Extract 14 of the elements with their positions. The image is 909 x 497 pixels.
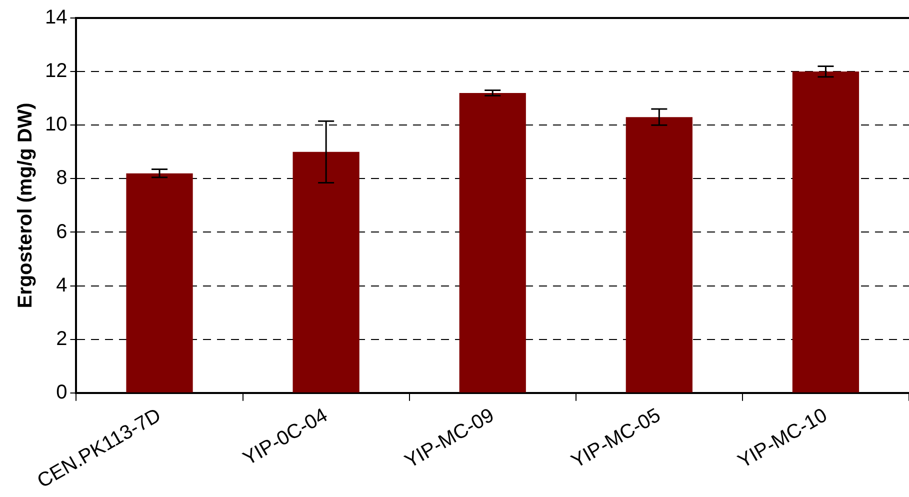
y-tick-label: 6 <box>56 220 68 243</box>
y-tick-label: 14 <box>44 6 68 29</box>
bar <box>126 173 193 392</box>
y-tick-label: 10 <box>44 114 68 136</box>
bar <box>626 117 692 392</box>
bar <box>292 152 360 392</box>
y-tick-label: 8 <box>56 167 68 190</box>
y-tick-label: 4 <box>56 274 68 296</box>
bar <box>459 92 526 392</box>
y-tick-label: 0 <box>56 381 68 404</box>
y-axis-title: Ergosterol (mg/g DW) <box>14 102 37 308</box>
y-tick-label: 12 <box>44 60 68 82</box>
bar <box>792 72 860 392</box>
y-tick-label: 2 <box>56 328 68 350</box>
